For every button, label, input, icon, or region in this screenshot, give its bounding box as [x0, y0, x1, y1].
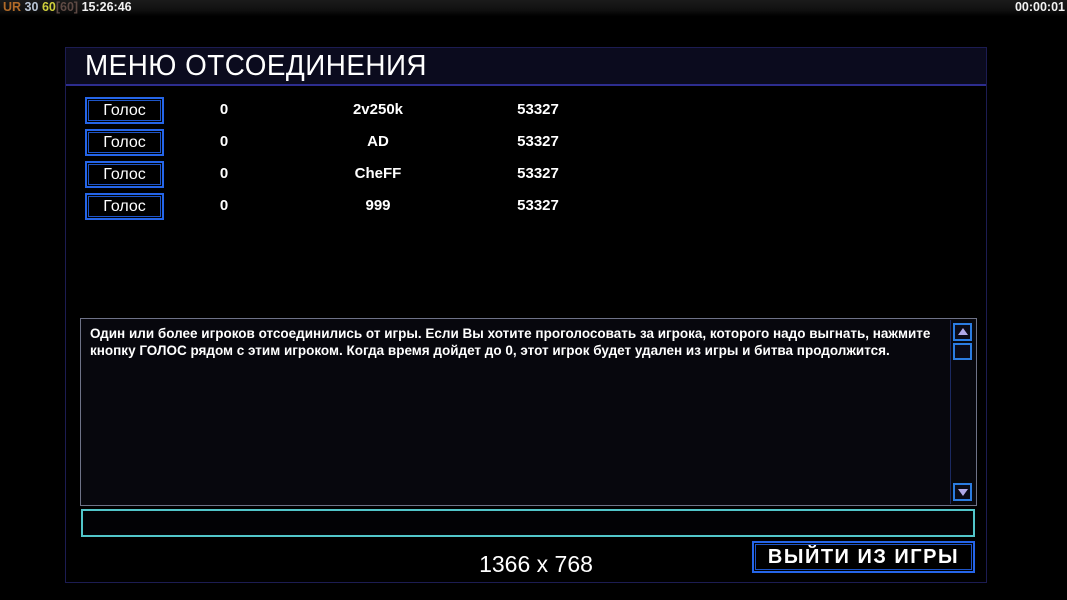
player-name: AD	[367, 133, 389, 150]
chat-input[interactable]	[81, 509, 975, 537]
hud-clock: 15:26:46	[81, 0, 132, 14]
vote-button[interactable]: Голос	[85, 129, 164, 156]
player-score: 53327	[517, 165, 559, 182]
arrow-up-icon	[957, 328, 968, 335]
resolution-label: 1366 x 768	[479, 551, 593, 577]
player-score: 53327	[517, 197, 559, 214]
player-name: CheFF	[354, 165, 402, 182]
disconnect-message: Один или более игроков отсоединились от …	[90, 326, 931, 358]
hud-value-a: 30	[24, 0, 39, 14]
player-score: 53327	[517, 133, 559, 150]
vote-button-label: Голос	[103, 165, 146, 183]
exit-game-label: ВЫЙТИ ИЗ ИГРЫ	[767, 545, 960, 568]
vote-count: 0	[219, 197, 229, 214]
player-list: Голос 0 2v250k 53327 Голос 0 AD 53327 Го…	[66, 95, 986, 223]
scroll-thumb[interactable]	[953, 343, 972, 360]
vote-button-label: Голос	[103, 133, 146, 151]
disconnect-menu-dialog: МЕНЮ ОТСОЕДИНЕНИЯ Голос 0 2v250k 53327 Г…	[65, 47, 987, 583]
message-box: Один или более игроков отсоединились от …	[80, 318, 977, 506]
hud-value-c: [60]	[55, 0, 79, 14]
arrow-down-icon	[957, 489, 968, 496]
player-row: Голос 0 CheFF 53327	[66, 159, 986, 191]
player-name: 2v250k	[352, 101, 404, 118]
exit-game-button[interactable]: ВЫЙТИ ИЗ ИГРЫ	[752, 541, 975, 573]
dialog-title: МЕНЮ ОТСОЕДИНЕНИЯ	[85, 49, 428, 82]
hud-unit-label: UR	[3, 0, 22, 14]
vote-count: 0	[219, 165, 229, 182]
hud-status-readout: UR 30 60[60] 15:26:46	[3, 0, 132, 14]
player-row: Голос 0 2v250k 53327	[66, 95, 986, 127]
vote-button[interactable]: Голос	[85, 193, 164, 220]
player-row: Голос 0 AD 53327	[66, 127, 986, 159]
countdown-timer: 00:00:01	[1014, 0, 1065, 14]
hud-value-b: 60	[41, 0, 56, 14]
scrollbar-track[interactable]	[950, 320, 975, 504]
vote-button-label: Голос	[103, 197, 146, 215]
dialog-titlebar: МЕНЮ ОТСОЕДИНЕНИЯ	[66, 48, 986, 86]
player-row: Голос 0 999 53327	[66, 191, 986, 223]
scroll-down-button[interactable]	[953, 483, 972, 501]
vote-count: 0	[219, 101, 229, 118]
player-name: 999	[365, 197, 391, 214]
player-score: 53327	[517, 101, 559, 118]
scroll-up-button[interactable]	[953, 323, 972, 341]
vote-button[interactable]: Голос	[85, 161, 164, 188]
vote-button-label: Голос	[103, 101, 146, 119]
vote-button[interactable]: Голос	[85, 97, 164, 124]
vote-count: 0	[219, 133, 229, 150]
